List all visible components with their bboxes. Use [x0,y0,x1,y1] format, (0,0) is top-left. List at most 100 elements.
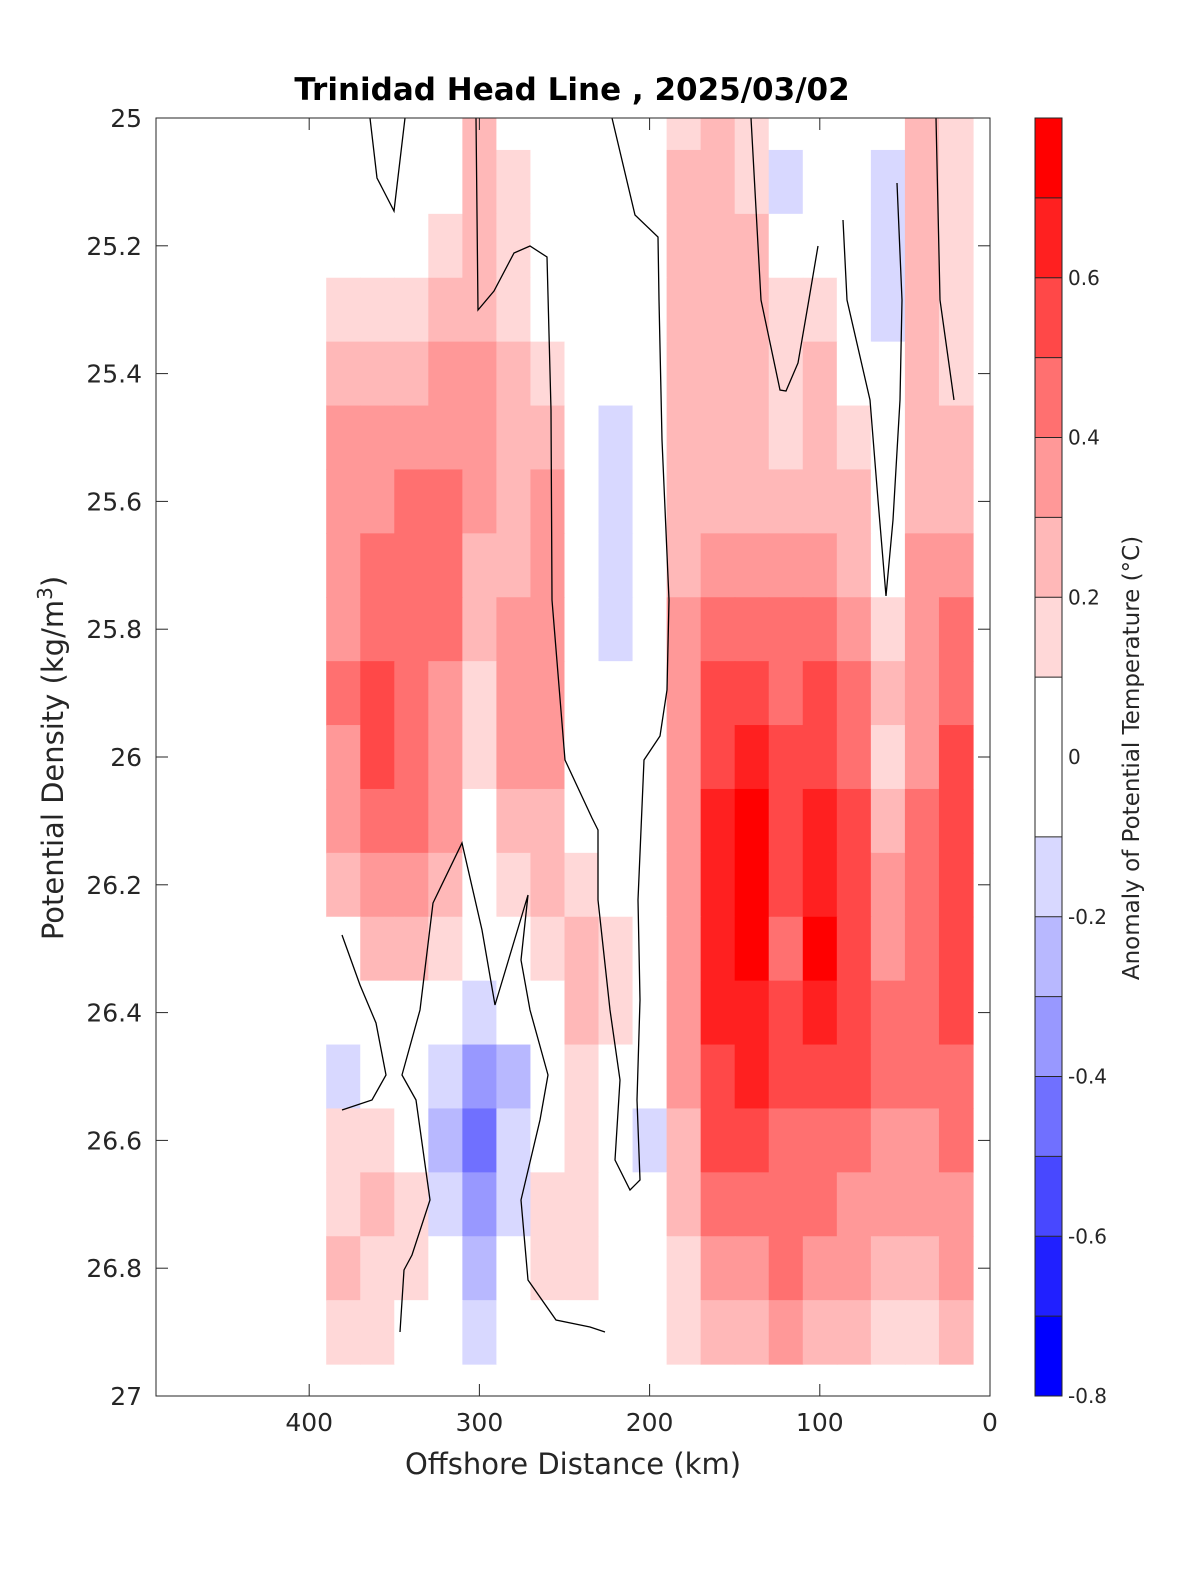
heatmap-cell [598,980,634,1046]
heatmap-cell [564,277,600,343]
heatmap-cell [428,916,463,982]
heatmap-cell [904,341,940,407]
heatmap-cell [802,213,838,279]
contour-line [935,118,955,401]
y-axis-label-superscript: 3 [33,587,57,600]
heatmap-cell [496,661,532,726]
zero-contours [341,118,955,1333]
heatmap-cell [870,1108,906,1173]
heatmap-cell [836,341,872,407]
heatmap-cell [326,725,361,790]
heatmap-cell [530,597,566,662]
heatmap-cell [938,405,974,471]
heatmap-cell [360,916,395,982]
colorbar-segment [1035,677,1062,838]
heatmap-cell [564,118,600,151]
heatmap-cell [462,1300,498,1365]
heatmap-cell [360,341,395,407]
heatmap-cell [870,1300,906,1365]
heatmap-cell [700,1300,736,1365]
heatmap-cell [326,852,361,918]
heatmap-cell [700,788,736,854]
heatmap-cell [598,788,634,854]
heatmap-cell [564,1300,600,1365]
heatmap-cell [326,661,361,726]
colorbar-tick-label: 0.2 [1068,585,1100,609]
heatmap-cell [632,725,668,790]
heatmap-cell [462,405,498,471]
heatmap-cell [768,980,804,1046]
heatmap-cell [734,916,770,982]
heatmap-cell [496,980,532,1046]
heatmap-cell [700,118,736,151]
heatmap-cell [564,1108,600,1173]
heatmap-cell [938,341,974,407]
heatmap-cell [462,788,498,854]
heatmap-cell [734,469,770,534]
heatmap-cell [904,1172,940,1237]
heatmap-cell [530,916,566,982]
heatmap-cell [768,725,804,790]
y-tick-label: 25 [110,104,142,133]
heatmap-cell [428,213,463,279]
heatmap-cell [462,597,498,662]
heatmap-cell [802,1044,838,1110]
heatmap-cell [802,852,838,918]
heatmap-cell [768,341,804,407]
heatmap-cell [564,341,600,407]
heatmap-cell [326,405,361,471]
colorbar-segment [1035,1236,1062,1317]
x-axis-label: Offshore Distance (km) [405,1447,741,1481]
heatmap-cell [428,661,463,726]
heatmap-cell [666,661,702,726]
y-tick-label: 26.2 [86,871,142,900]
heatmap-cell [394,341,429,407]
heatmap-cell [632,980,668,1046]
heatmap-cell [428,118,463,151]
heatmap-cell [836,1172,872,1237]
heatmap-cell [904,1108,940,1173]
heatmap-cell [496,916,532,982]
heatmap-cell [666,469,702,534]
heatmap-cell [734,661,770,726]
heatmap-cell [904,118,940,151]
heatmap-cell [700,341,736,407]
heatmap-cell [326,533,361,598]
heatmap-cell [700,597,736,662]
colorbar-segment [1035,1076,1062,1157]
heatmap-cell [700,1044,736,1110]
heatmap-cell [530,469,566,534]
heatmap-cell [462,661,498,726]
heatmap-cell [496,469,532,534]
heatmap-cell [598,1236,634,1301]
colorbar-segment [1035,437,1062,518]
heatmap-cell [598,597,634,662]
heatmap-cell [836,1108,872,1173]
heatmap-cell [904,1300,940,1365]
colorbar-segment [1035,916,1062,998]
heatmap-cell [938,533,974,598]
heatmap-cell [564,597,600,662]
heatmap-cell [836,788,872,854]
heatmap-cell [734,149,770,215]
heatmap-cell [836,980,872,1046]
heatmap-cell [836,533,872,598]
heatmap-cell [632,916,668,982]
heatmap-cell [564,661,600,726]
heatmap-cell [700,980,736,1046]
heatmap-cell [870,661,906,726]
heatmap-cell [530,852,566,918]
heatmap-cell [394,852,429,918]
heatmap-cell [700,213,736,279]
colorbar-segment [1035,836,1062,918]
heatmap-cell [666,788,702,854]
heatmap-cell [360,852,395,918]
heatmap-cell [428,469,463,534]
contour-line [842,182,903,597]
heatmap-cell [394,980,429,1046]
heatmap-cell [938,597,974,662]
heatmap-cell [836,118,872,151]
heatmap-cell [700,469,736,534]
heatmap-cell [530,1172,566,1237]
